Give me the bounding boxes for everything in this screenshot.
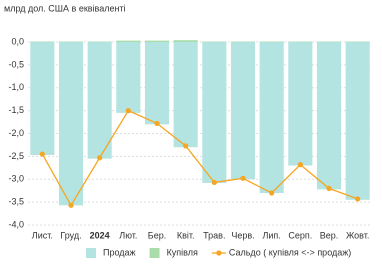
x-tick-label: Трав. <box>203 230 225 240</box>
point <box>97 155 103 161</box>
x-tick-label: Лип. <box>263 230 281 240</box>
y-tick-label: -3,0 <box>8 174 24 184</box>
x-tick-label: Бер. <box>148 230 166 240</box>
y-tick-label: -1,5 <box>8 105 24 115</box>
y-tick-label: -2,0 <box>8 128 24 138</box>
point <box>326 185 332 191</box>
bar <box>202 42 227 183</box>
line <box>41 109 358 207</box>
x-tick-label: Вер. <box>320 230 339 240</box>
legend-label: Продаж <box>103 247 136 257</box>
x-tick-label: Квіт. <box>177 230 195 240</box>
legend-marker <box>216 250 222 256</box>
point <box>355 196 361 202</box>
bar <box>173 40 198 42</box>
legend-label: Купівля <box>167 247 198 257</box>
x-tick-label: Лют. <box>119 230 137 240</box>
point <box>297 162 303 168</box>
bar <box>144 40 170 42</box>
bar <box>259 42 284 193</box>
bar <box>87 42 112 159</box>
point <box>211 179 217 186</box>
bar <box>316 42 342 190</box>
bar <box>144 42 170 125</box>
x-tick-label: 2024 <box>90 230 110 240</box>
bar <box>173 42 198 148</box>
point <box>240 175 246 181</box>
x-tick-label: Серп. <box>288 230 312 240</box>
point <box>68 202 74 208</box>
y-tick-label: 0,0 <box>11 36 24 46</box>
point <box>154 120 160 127</box>
x-tick-label: Черв. <box>231 230 254 240</box>
bar <box>30 42 55 156</box>
y-tick-label: -2,5 <box>8 151 24 161</box>
legend-label: Сальдо ( купівля <-> продаж) <box>229 247 351 257</box>
x-tick-label: Жовт. <box>346 230 369 240</box>
point <box>39 151 45 157</box>
point <box>125 108 131 114</box>
point <box>269 190 275 196</box>
y-tick-label: -3,5 <box>8 197 24 207</box>
bar <box>116 40 141 42</box>
y-tick-label: -4,0 <box>8 219 24 229</box>
bar <box>230 42 256 180</box>
y-tick-label: -1,0 <box>8 82 24 92</box>
legend-swatch <box>149 248 160 258</box>
y-tick-label: -0,5 <box>8 59 24 69</box>
bar <box>58 42 84 206</box>
legend-swatch <box>86 248 96 258</box>
bar <box>116 42 141 113</box>
x-tick-label: Лист. <box>32 230 53 240</box>
bar <box>288 42 313 166</box>
y-axis-label: млрд дол. США в еквіваленті <box>4 3 126 13</box>
point <box>183 143 189 149</box>
x-tick-label: Груд. <box>60 230 81 240</box>
bar <box>345 42 370 200</box>
